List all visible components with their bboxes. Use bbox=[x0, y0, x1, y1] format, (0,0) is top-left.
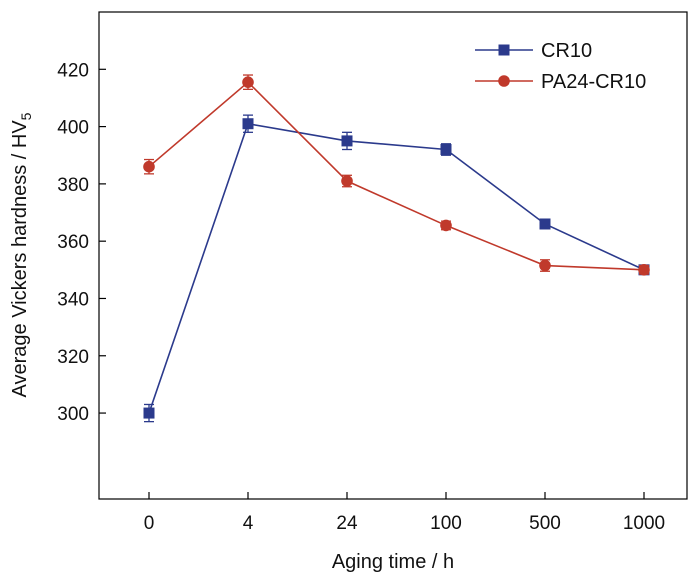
x-tick-label: 0 bbox=[144, 513, 155, 534]
y-axis-title-main: Average Vickers hardness / HV bbox=[9, 120, 31, 398]
x-tick-label: 1000 bbox=[623, 513, 665, 534]
legend-marker bbox=[498, 75, 510, 87]
x-axis-title: Aging time / h bbox=[332, 551, 454, 573]
y-tick-label: 380 bbox=[57, 175, 89, 196]
x-axis: 0 4 24 100 500 1000 bbox=[144, 492, 665, 534]
series-line bbox=[148, 122, 645, 414]
x-tick-label: 24 bbox=[336, 513, 358, 534]
series-cr10 bbox=[143, 114, 650, 423]
data-point bbox=[539, 259, 551, 272]
legend-label: PA24-CR10 bbox=[541, 71, 646, 93]
y-tick-label: 420 bbox=[57, 60, 89, 81]
data-point bbox=[242, 118, 254, 130]
data-point bbox=[143, 407, 155, 419]
data-point bbox=[638, 264, 650, 276]
data-point bbox=[440, 219, 452, 232]
data-point bbox=[143, 160, 155, 173]
y-tick-label: 300 bbox=[57, 404, 89, 425]
x-tick-label: 500 bbox=[529, 513, 561, 534]
legend-item: PA24-CR10 bbox=[475, 71, 646, 93]
data-point bbox=[242, 76, 254, 88]
data-point bbox=[341, 175, 353, 187]
series-line bbox=[148, 81, 645, 271]
legend: CR10 PA24-CR10 bbox=[475, 40, 646, 93]
x-tick-label: 4 bbox=[243, 513, 254, 534]
legend-item: CR10 bbox=[475, 40, 592, 62]
data-point bbox=[539, 218, 551, 230]
series-pa24-cr10 bbox=[143, 74, 650, 276]
y-tick-label: 360 bbox=[57, 232, 89, 253]
y-axis-title: Average Vickers hardness / HV5 bbox=[9, 112, 34, 397]
y-tick-label: 320 bbox=[57, 347, 89, 368]
y-axis-title-subscript: 5 bbox=[18, 112, 34, 120]
data-point bbox=[341, 135, 353, 147]
plot-frame bbox=[98, 11, 688, 500]
y-tick-label: 400 bbox=[57, 118, 89, 139]
series-layer bbox=[143, 74, 650, 423]
x-tick-label: 100 bbox=[430, 513, 462, 534]
y-tick-label: 340 bbox=[57, 289, 89, 310]
y-axis: 300 320 340 360 380 400 420 bbox=[57, 60, 106, 425]
legend-marker bbox=[498, 44, 510, 56]
data-point bbox=[440, 144, 452, 156]
legend-label: CR10 bbox=[541, 40, 592, 62]
